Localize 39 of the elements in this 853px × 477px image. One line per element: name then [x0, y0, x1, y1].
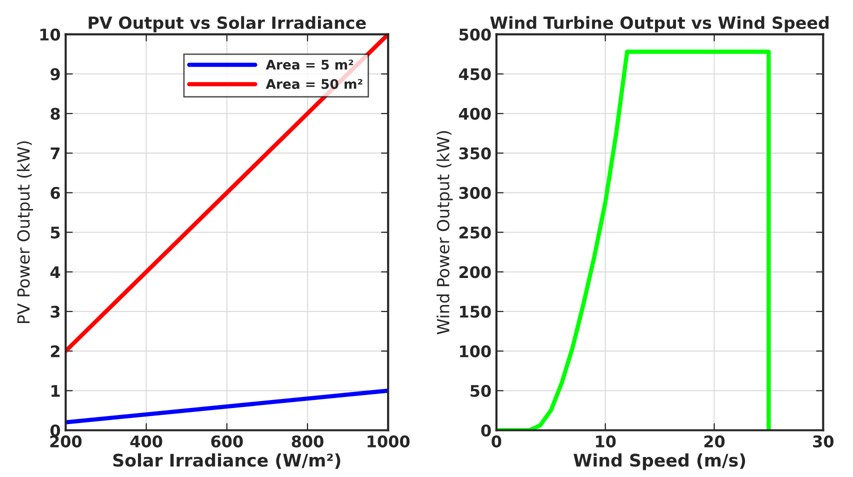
y-tick-label: 500 — [459, 28, 491, 41]
y-tick-label: 5 — [50, 226, 60, 239]
legend-label: Area = 5 m² — [266, 60, 354, 70]
y-tick-label: 50 — [470, 384, 491, 397]
y-tick-label: 4 — [50, 266, 60, 278]
line-series — [496, 50, 771, 430]
y-axis-title: Wind Power Output (kW) — [436, 131, 453, 334]
y-tick-label: 8 — [50, 108, 60, 120]
y-tick-label: 6 — [50, 186, 60, 200]
x-tick-label: 400 — [130, 435, 162, 448]
y-tick-label: 1 — [52, 385, 60, 397]
y-tick-label: 200 — [460, 266, 491, 278]
x-tick-label: 0 — [492, 435, 502, 448]
y-tick-label: 150 — [460, 306, 491, 318]
x-tick-label: 10 — [596, 435, 616, 448]
y-tick-label: 400 — [458, 108, 491, 120]
y-tick-label: 100 — [460, 345, 491, 358]
y-tick-label: 10 — [40, 28, 60, 41]
y-tick-label: 0 — [481, 424, 491, 437]
y-tick-label: 9 — [50, 68, 60, 80]
y-tick-label: 2 — [50, 345, 60, 358]
x-tick-label: 1000 — [368, 435, 410, 448]
y-tick-label: 450 — [458, 68, 491, 80]
chart-title: Wind Turbine Output vs Wind Speed — [490, 16, 829, 32]
y-tick-label: 300 — [459, 186, 491, 200]
x-tick-label: 800 — [292, 435, 324, 448]
x-tick-label: 30 — [813, 435, 834, 448]
y-tick-label: 250 — [460, 226, 491, 239]
y-tick-label: 0 — [50, 424, 60, 437]
y-tick-label: 350 — [459, 147, 491, 160]
x-tick-label: 600 — [211, 435, 243, 448]
x-axis-title: Wind Speed (m/s) — [574, 453, 746, 470]
y-tick-label: 7 — [50, 148, 60, 160]
y-axis-title: PV Power Output (kW) — [16, 141, 34, 324]
chart-title: PV Output vs Solar Irradiance — [88, 16, 366, 32]
y-tick-label: 3 — [50, 306, 60, 318]
legend-label: Area = 50 m² — [266, 79, 362, 89]
x-axis-title: Solar Irradiance (W/m²) — [113, 453, 340, 469]
x-tick-label: 20 — [704, 435, 725, 448]
